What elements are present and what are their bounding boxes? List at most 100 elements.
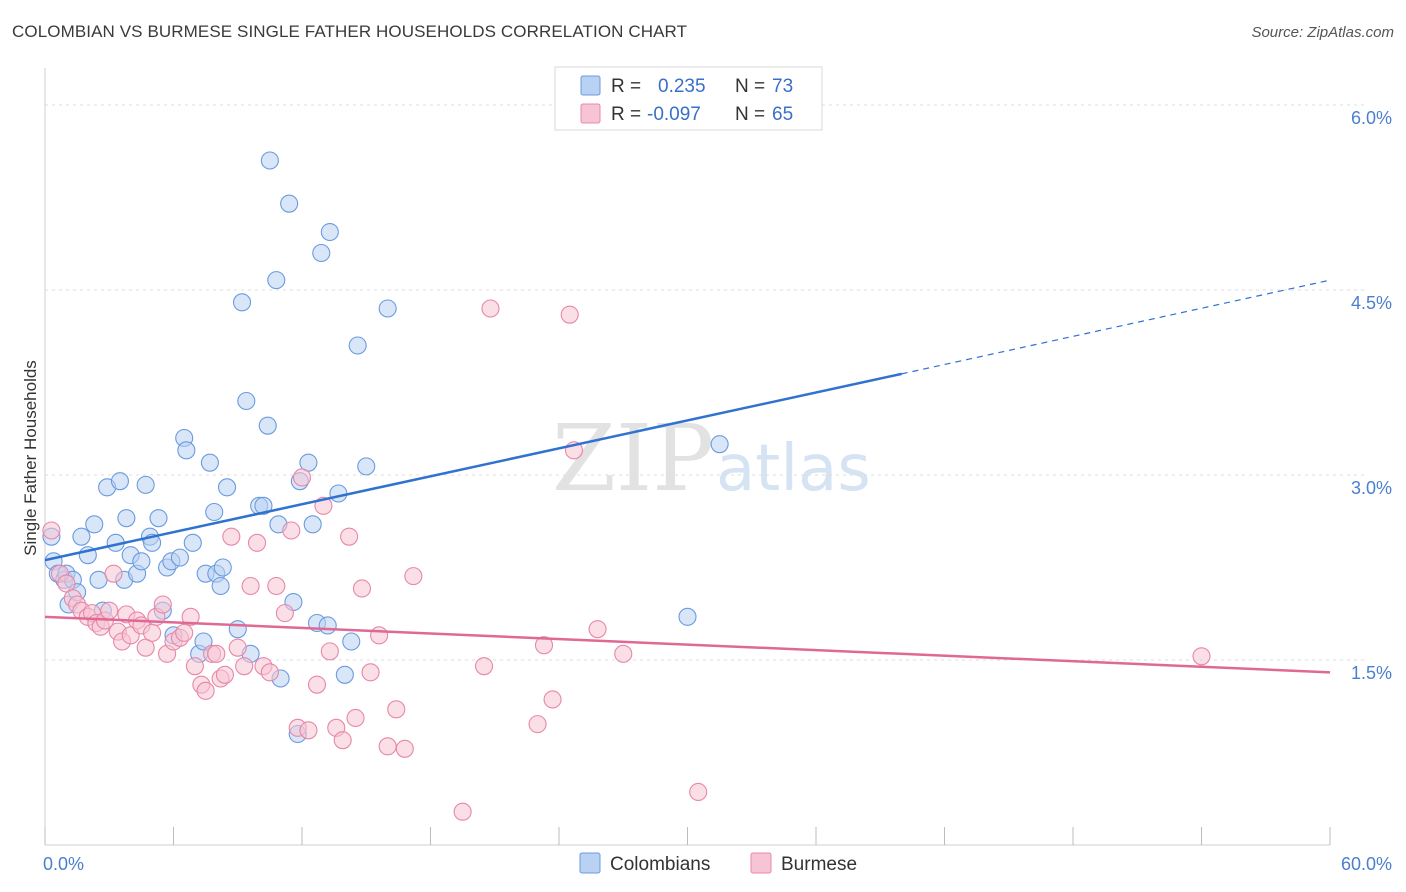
- point-colombians-48: [258, 416, 277, 435]
- legend-stats: R = 0.235 N = 73 R = -0.097 N = 65: [554, 66, 823, 131]
- y-tick-label-1: 3.0%: [1351, 478, 1392, 498]
- point-burmese-28: [185, 657, 204, 676]
- point-burmese-36: [228, 638, 247, 657]
- y-tick-labels: 1.5% 3.0% 4.5% 6.0%: [1351, 108, 1392, 683]
- point-colombians-8: [72, 527, 91, 546]
- point-colombians-43: [232, 293, 252, 312]
- point-burmese-70: [588, 620, 607, 639]
- watermark-zip: ZIP: [552, 405, 714, 512]
- point-colombians-64: [335, 665, 354, 684]
- point-burmese-57: [370, 626, 389, 645]
- axes: [44, 68, 1331, 846]
- point-burmese-46: [292, 468, 312, 487]
- legend-series: Colombians Burmese: [579, 852, 857, 875]
- legend-swatch-series-colombians: [579, 852, 601, 874]
- y-tick-label-3: 6.0%: [1351, 108, 1392, 128]
- legend-swatch-burmese: [580, 103, 601, 124]
- legend-n-label-1: N =: [735, 76, 765, 97]
- y-tick-label-2: 4.5%: [1351, 293, 1392, 313]
- y-axis-label: Single Father Households: [21, 360, 40, 556]
- point-burmese-27: [181, 607, 200, 626]
- point-burmese-43: [275, 604, 294, 623]
- point-colombians-53: [280, 194, 299, 213]
- point-burmese-22: [153, 595, 172, 614]
- legend-swatch-colombians: [580, 75, 601, 96]
- point-colombians-32: [183, 533, 202, 552]
- x-tick-label-1: 60.0%: [1341, 854, 1392, 874]
- point-burmese-0: [42, 521, 61, 540]
- point-burmese-37: [235, 657, 254, 676]
- point-colombians-63: [329, 484, 348, 503]
- point-colombians-65: [342, 632, 361, 651]
- point-burmese-26: [175, 623, 194, 642]
- point-colombians-69: [678, 607, 697, 626]
- point-burmese-66: [534, 636, 554, 655]
- legend-r-label-2: R =: [611, 104, 641, 125]
- point-burmese-63: [474, 657, 494, 676]
- point-burmese-39: [247, 533, 267, 552]
- point-colombians-41: [217, 478, 237, 497]
- point-burmese-61: [404, 567, 423, 586]
- trend-line-dashed-colombians: [901, 279, 1331, 375]
- point-burmese-55: [352, 579, 372, 598]
- point-burmese-34: [215, 665, 234, 684]
- point-colombians-15: [110, 472, 130, 491]
- chart-source: Source: ZipAtlas.com: [1251, 24, 1394, 41]
- legend-r-value-1: 0.235: [658, 76, 706, 97]
- legend-series-burmese: Burmese: [781, 854, 857, 875]
- point-colombians-66: [348, 336, 367, 355]
- point-colombians-49: [260, 151, 279, 170]
- point-colombians-68: [378, 299, 397, 318]
- point-colombians-10: [85, 515, 104, 534]
- point-burmese-58: [378, 737, 397, 756]
- point-colombians-34: [194, 632, 213, 651]
- trend-lines: [44, 279, 1331, 674]
- legend-r-label-1: R =: [611, 76, 641, 97]
- grid-lines: [45, 104, 1365, 661]
- point-colombians-37: [205, 502, 224, 522]
- data-points: [42, 151, 1211, 821]
- point-burmese-38: [241, 576, 260, 596]
- point-burmese-71: [614, 644, 633, 663]
- legend-r-value-2: -0.097: [647, 104, 701, 125]
- x-tick-labels: 0.0% 60.0%: [43, 854, 1392, 874]
- point-colombians-24: [149, 509, 168, 528]
- point-colombians-44: [237, 391, 256, 411]
- point-colombians-42: [228, 620, 247, 639]
- chart-title: COLOMBIAN VS BURMESE SINGLE FATHER HOUSE…: [12, 22, 688, 41]
- point-burmese-11: [100, 601, 119, 620]
- point-colombians-31: [177, 441, 196, 460]
- point-burmese-42: [267, 576, 286, 596]
- point-colombians-39: [211, 576, 230, 596]
- legend-swatch-series-burmese: [750, 852, 772, 874]
- point-burmese-62: [453, 802, 472, 821]
- legend-n-label-2: N =: [735, 104, 765, 125]
- point-colombians-61: [318, 616, 337, 635]
- point-burmese-32: [207, 644, 226, 663]
- point-burmese-50: [320, 642, 339, 661]
- point-colombians-70: [710, 435, 729, 454]
- point-colombians-60: [312, 243, 331, 263]
- point-colombians-36: [200, 453, 219, 472]
- point-colombians-47: [254, 496, 273, 515]
- point-colombians-40: [213, 558, 232, 577]
- point-colombians-62: [320, 222, 339, 242]
- point-colombians-20: [132, 552, 151, 571]
- point-burmese-47: [299, 721, 318, 740]
- point-burmese-54: [346, 708, 365, 728]
- point-burmese-35: [222, 527, 241, 546]
- y-tick-label-0: 1.5%: [1351, 663, 1392, 683]
- point-burmese-12: [104, 564, 123, 583]
- point-burmese-67: [543, 690, 562, 709]
- point-burmese-68: [560, 305, 579, 324]
- point-burmese-41: [260, 663, 279, 682]
- point-colombians-21: [136, 475, 155, 494]
- point-burmese-20: [143, 623, 162, 642]
- point-burmese-65: [528, 715, 547, 734]
- legend-n-value-1: 73: [772, 76, 793, 97]
- point-colombians-50: [267, 271, 286, 290]
- point-burmese-44: [282, 521, 301, 540]
- watermark-atlas: atlas: [716, 432, 871, 506]
- point-burmese-53: [340, 527, 359, 546]
- point-burmese-48: [307, 675, 327, 694]
